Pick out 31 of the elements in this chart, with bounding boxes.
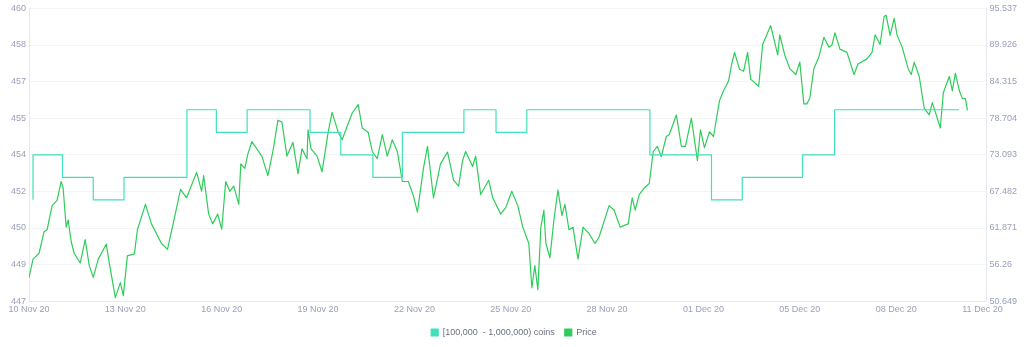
- y-tick-label: 449: [10, 259, 27, 270]
- legend-label: [100,000 - 1,000,000) coins: [442, 326, 556, 337]
- legend-label: Price: [576, 326, 597, 337]
- x-tick-label: 25 Nov 20: [490, 304, 532, 315]
- x-tick-label: 08 Dec 20: [875, 304, 917, 315]
- x-tick-label: 19 Nov 20: [297, 304, 339, 315]
- y2-tick-label: 73.093: [989, 149, 1017, 160]
- y2-tick-label: 50.649: [989, 295, 1017, 306]
- y2-tick-label: 89.926: [989, 39, 1017, 50]
- x-tick-label: 05 Dec 20: [779, 304, 821, 315]
- x-tick-label: 01 Dec 20: [682, 304, 724, 315]
- y2-tick-label: 95.537: [989, 2, 1017, 13]
- y-tick-label: 452: [10, 185, 27, 196]
- x-tick-label: 28 Nov 20: [586, 304, 628, 315]
- x-tick-label: 11 Dec 20: [962, 304, 1003, 315]
- y2-tick-label: 78.704: [989, 112, 1017, 123]
- y2-tick-label: 61.871: [989, 222, 1017, 233]
- y-tick-label: 450: [10, 222, 27, 233]
- x-tick-label: 22 Nov 20: [393, 304, 435, 315]
- x-tick-label: 13 Nov 20: [104, 304, 146, 315]
- x-tick-label: 16 Nov 20: [201, 304, 243, 315]
- y-tick-label: 455: [10, 112, 27, 123]
- y2-tick-label: 67.482: [989, 185, 1017, 196]
- y-tick-label: 454: [10, 149, 27, 160]
- y-tick-label: 457: [10, 76, 27, 87]
- x-tick-label: 10 Nov 20: [8, 304, 50, 315]
- y2-tick-label: 84.315: [989, 76, 1017, 87]
- y-tick-label: 460: [10, 2, 27, 13]
- y-tick-label: 447: [10, 295, 27, 306]
- y2-tick-label: 56.26: [989, 259, 1012, 270]
- y-tick-label: 458: [10, 39, 27, 50]
